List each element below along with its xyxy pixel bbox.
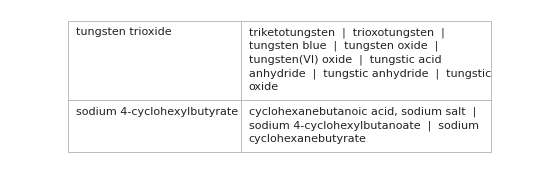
Text: sodium 4-cyclohexylbutyrate: sodium 4-cyclohexylbutyrate (76, 107, 238, 117)
Text: triketotungsten  |  trioxotungsten  |
tungsten blue  |  tungsten oxide  |
tungst: triketotungsten | trioxotungsten | tungs… (248, 27, 491, 92)
Text: tungsten trioxide: tungsten trioxide (76, 27, 171, 37)
Text: cyclohexanebutanoic acid, sodium salt  |
sodium 4-cyclohexylbutanoate  |  sodium: cyclohexanebutanoic acid, sodium salt | … (248, 107, 478, 144)
